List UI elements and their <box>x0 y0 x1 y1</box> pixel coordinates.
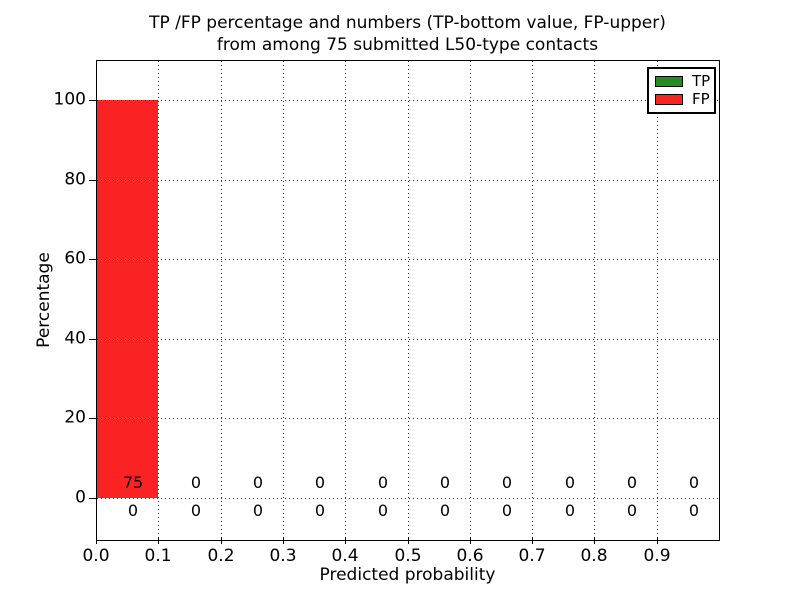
x-tick-mark <box>657 537 658 544</box>
tp-count-bin-9: 0 <box>688 501 700 520</box>
tp-count-bin-3: 0 <box>314 501 326 520</box>
fp-count-bin-0: 75 <box>122 473 144 492</box>
legend-item-fp: FP <box>655 90 710 108</box>
x-tick-label: 0.7 <box>518 546 546 566</box>
gridline-x-0.1 <box>158 61 159 539</box>
y-tick-mark <box>89 498 96 499</box>
legend-label-tp: TP <box>692 72 711 90</box>
fp-count-bin-7: 0 <box>564 473 576 492</box>
gridline-y-80 <box>97 180 718 181</box>
tp-count-bin-7: 0 <box>564 501 576 520</box>
legend-item-tp: TP <box>655 72 711 90</box>
x-tick-mark <box>470 537 471 544</box>
fp-count-bin-9: 0 <box>688 473 700 492</box>
x-tick-label: 0.3 <box>269 546 297 566</box>
x-axis-label: Predicted probability <box>319 565 496 585</box>
tp-count-bin-8: 0 <box>626 501 638 520</box>
y-tick-mark <box>89 259 96 260</box>
fp-count-bin-6: 0 <box>501 473 513 492</box>
fp-count-bin-8: 0 <box>626 473 638 492</box>
legend-label-fp: FP <box>692 90 710 108</box>
chart-title-line-2: from among 75 submitted L50-type contact… <box>216 35 599 55</box>
x-tick-mark <box>345 537 346 544</box>
gridline-y-40 <box>97 339 718 340</box>
gridline-x-0.6 <box>470 61 471 539</box>
tp-count-bin-1: 0 <box>190 501 202 520</box>
x-tick-mark <box>221 537 222 544</box>
tp-count-bin-5: 0 <box>439 501 451 520</box>
fp-count-bin-1: 0 <box>190 473 202 492</box>
x-tick-label: 0.0 <box>82 546 110 566</box>
gridline-y-60 <box>97 259 718 260</box>
y-tick-label: 0 <box>75 487 86 508</box>
gridline-x-0.2 <box>221 61 222 539</box>
y-tick-label: 40 <box>64 328 86 349</box>
y-tick-label: 80 <box>64 169 86 190</box>
tp-swatch-icon <box>655 76 683 87</box>
y-tick-label: 100 <box>53 89 86 110</box>
fp-count-bin-4: 0 <box>377 473 389 492</box>
fp-count-bin-2: 0 <box>252 473 264 492</box>
x-tick-label: 0.2 <box>207 546 235 566</box>
x-tick-mark <box>158 537 159 544</box>
gridline-x-0.9 <box>657 61 658 539</box>
gridline-y-0 <box>97 498 718 499</box>
fp-count-bin-3: 0 <box>314 473 326 492</box>
fp-bar <box>97 100 158 498</box>
x-tick-label: 0.9 <box>643 546 671 566</box>
x-tick-label: 0.4 <box>331 546 359 566</box>
gridline-x-0.5 <box>408 61 409 539</box>
gridline-x-0.3 <box>283 61 284 539</box>
gridline-x-0.4 <box>345 61 346 539</box>
x-tick-mark <box>283 537 284 544</box>
gridline-y-100 <box>97 100 718 101</box>
fp-swatch-icon <box>655 94 683 105</box>
chart-title-line-1: TP /FP percentage and numbers (TP-bottom… <box>149 13 666 33</box>
tp-count-bin-2: 0 <box>252 501 264 520</box>
y-tick-mark <box>89 339 96 340</box>
legend: TP FP <box>647 67 716 114</box>
gridline-y-20 <box>97 418 718 419</box>
gridline-x-0.7 <box>532 61 533 539</box>
tp-count-bin-0: 0 <box>127 501 139 520</box>
x-tick-label: 0.8 <box>580 546 608 566</box>
tp-count-bin-4: 0 <box>377 501 389 520</box>
x-tick-mark <box>96 537 97 544</box>
tp-count-bin-6: 0 <box>501 501 513 520</box>
x-tick-mark <box>594 537 595 544</box>
gridline-x-0.8 <box>594 61 595 539</box>
x-tick-mark <box>408 537 409 544</box>
x-tick-mark <box>532 537 533 544</box>
plot-area <box>96 60 720 541</box>
x-tick-label: 0.5 <box>394 546 422 566</box>
y-axis-label: Percentage <box>34 252 54 348</box>
y-tick-mark <box>89 180 96 181</box>
y-tick-label: 20 <box>64 407 86 428</box>
x-tick-label: 0.1 <box>144 546 172 566</box>
y-tick-mark <box>89 100 96 101</box>
fp-count-bin-5: 0 <box>439 473 451 492</box>
x-tick-label: 0.6 <box>456 546 484 566</box>
y-tick-mark <box>89 418 96 419</box>
y-tick-label: 60 <box>64 248 86 269</box>
